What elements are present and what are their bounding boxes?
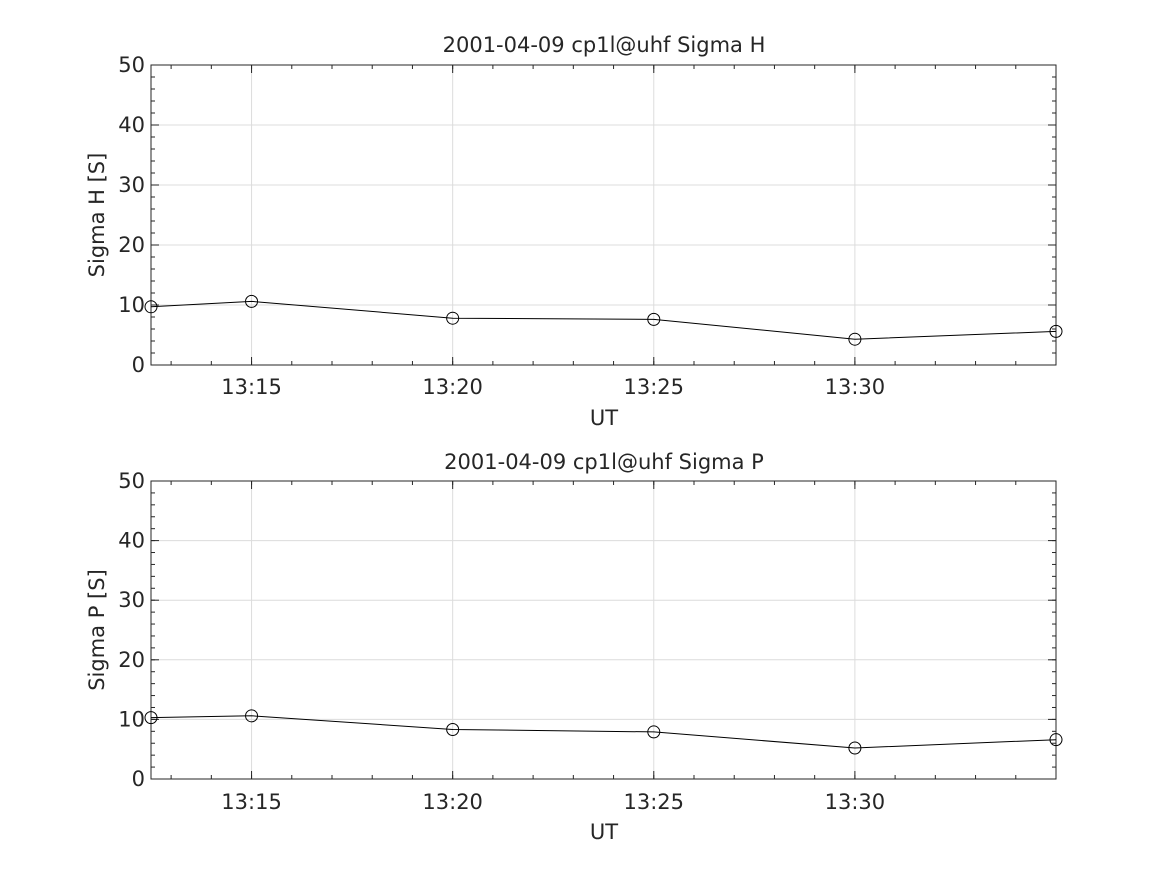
sigma-h-x-tick-label: 13:20: [422, 375, 483, 399]
sigma-p-y-tick-label: 10: [118, 707, 145, 731]
sigma-h-y-tick-label: 20: [118, 233, 145, 257]
sigma-h-series-line: [150, 300, 1057, 340]
sigma-p-y-tick-label: 20: [118, 648, 145, 672]
sigma-p-y-axis-label: Sigma P [S]: [85, 569, 109, 691]
sigma-p-x-tick-label: 13:15: [221, 790, 282, 814]
sigma-p-y-tick-label: 40: [118, 529, 145, 553]
sigma-p-data-point: [446, 723, 460, 737]
sigma-p-x-axis-label: UT: [590, 820, 618, 844]
sigma-h-y-tick-label: 50: [118, 53, 145, 77]
sigma-h-data-point: [245, 294, 259, 308]
sigma-h-y-tick-label: 0: [132, 353, 145, 377]
sigma-p-data-point: [848, 741, 862, 755]
sigma-p-x-tick-label: 13:20: [422, 790, 483, 814]
sigma-p-x-tick-label: 13:25: [624, 790, 685, 814]
sigma-p-data-point: [144, 711, 158, 725]
sigma-p-series-line: [150, 715, 1057, 749]
sigma-h-x-axis-label: UT: [590, 406, 618, 430]
sigma-p-data-point: [1049, 733, 1063, 747]
sigma-h-data-point: [647, 312, 661, 326]
sigma-h-data-point: [144, 300, 158, 314]
sigma-h-x-tick-label: 13:15: [221, 375, 282, 399]
sigma-h-data-point: [1049, 324, 1063, 338]
sigma-h-plot-area: [151, 65, 1056, 365]
sigma-p-y-tick-label: 50: [118, 469, 145, 493]
sigma-h-y-tick-label: 40: [118, 113, 145, 137]
sigma-h-y-tick-label: 10: [118, 293, 145, 317]
sigma-h-y-tick-label: 30: [118, 173, 145, 197]
sigma-h-chart-title: 2001-04-09 cp1l@uhf Sigma H: [443, 33, 766, 57]
sigma-h-data-point: [848, 332, 862, 346]
sigma-p-chart-title: 2001-04-09 cp1l@uhf Sigma P: [444, 450, 764, 474]
sigma-h-panel: 2001-04-09 cp1l@uhf Sigma H UT Sigma H […: [85, 33, 1063, 430]
sigma-p-data-point: [245, 709, 259, 723]
sigma-p-data-point: [647, 725, 661, 739]
sigma-p-y-tick-label: 30: [118, 588, 145, 612]
sigma-h-y-axis-label: Sigma H [S]: [85, 153, 109, 278]
sigma-p-y-tick-label: 0: [132, 767, 145, 791]
sigma-p-plot-area: [151, 481, 1056, 779]
sigma-h-data-point: [446, 311, 460, 325]
sigma-h-x-tick-label: 13:25: [624, 375, 685, 399]
sigma-p-x-tick-label: 13:30: [825, 790, 886, 814]
sigma-p-panel: 2001-04-09 cp1l@uhf Sigma P UT Sigma P […: [85, 450, 1063, 844]
sigma-h-x-tick-label: 13:30: [825, 375, 886, 399]
